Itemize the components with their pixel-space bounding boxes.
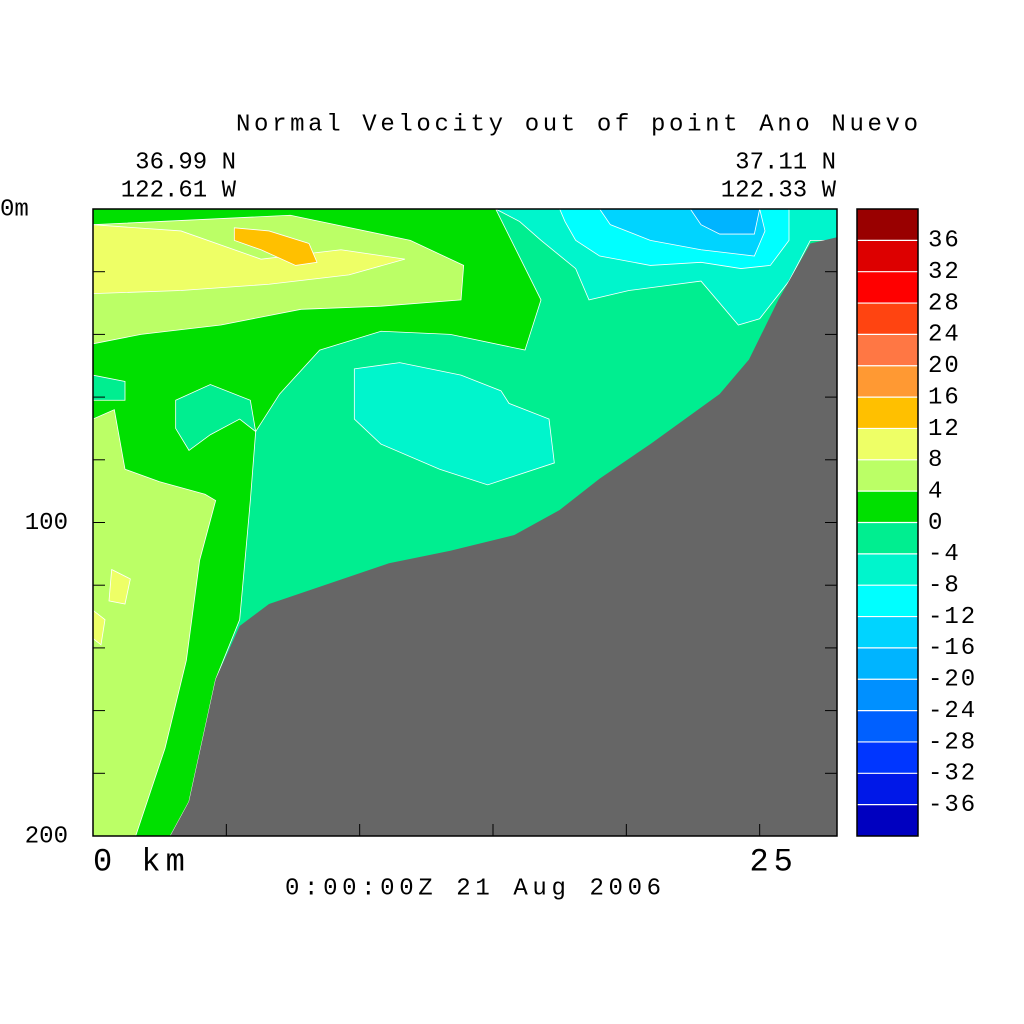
colorbar-bin (857, 804, 918, 836)
colorbar-tick-label: -28 (928, 729, 977, 756)
colorbar-tick-label: 24 (928, 322, 961, 349)
colorbar-bin (857, 334, 918, 366)
colorbar-tick-label: 4 (928, 478, 944, 505)
y-tick-label: 200 (25, 823, 68, 850)
colorbar-tick-label: 36 (928, 228, 961, 255)
colorbar-tick-label: -8 (928, 573, 961, 600)
colorbar-tick-label: -16 (928, 635, 977, 662)
contour-region (233, 227, 318, 266)
colorbar-tick-label: 8 (928, 447, 944, 474)
colorbar-bin (857, 647, 918, 680)
colorbar-tick-label: 0 (928, 510, 944, 537)
x-tick-label: 0 km (93, 843, 190, 880)
colorbar-bin (857, 679, 918, 711)
colorbar-bin (857, 209, 918, 241)
start-lat: 36.99 N (135, 149, 236, 176)
contour-region (93, 209, 542, 836)
colorbar-tick-label: 16 (928, 384, 961, 411)
colorbar-frame (856, 208, 919, 837)
y-tick-label: 100 (25, 510, 68, 537)
colorbar-bin (857, 741, 918, 774)
contour-region (108, 568, 131, 605)
colorbar-tick-label: -32 (928, 761, 977, 788)
contour-region (93, 609, 106, 646)
end-lat: 37.11 N (735, 149, 836, 176)
colorbar-tick-label: -20 (928, 667, 977, 694)
colorbar-tick-label: 32 (928, 259, 961, 286)
colorbar-bin (857, 553, 918, 586)
start-lon: 122.61 W (121, 177, 237, 204)
end-lon: 122.33 W (721, 177, 837, 204)
colorbar-tick-label: -4 (928, 541, 961, 568)
colorbar-tick-label: 12 (928, 416, 961, 443)
chart-title: Normal Velocity out of point Ano Nuevo (236, 111, 918, 138)
colorbar-tick-label: -36 (928, 792, 977, 819)
colorbar-tick-label: -24 (928, 698, 977, 725)
colorbar-bin (857, 773, 918, 805)
colorbar-bin (857, 491, 918, 523)
contour-region (93, 409, 217, 836)
colorbar-bin (857, 585, 918, 617)
contour-region (93, 224, 406, 295)
colorbar-tick-label: 28 (928, 290, 961, 317)
x-tick-label: 25 (749, 843, 797, 880)
contour-region (93, 374, 126, 401)
contour-region (689, 209, 761, 235)
contour-region (353, 362, 555, 486)
colorbar-bin (857, 303, 918, 335)
terrain (170, 237, 837, 836)
colorbar-tick-label: 20 (928, 353, 961, 380)
colorbar-bin (857, 397, 918, 429)
colorbar-bin (857, 240, 918, 272)
colorbar-bin (857, 271, 918, 304)
colorbar-bin (857, 459, 918, 492)
contour-region (175, 384, 257, 451)
colorbar-bin (857, 616, 918, 648)
colorbar-bin (857, 428, 918, 460)
colorbar-bin (857, 522, 918, 554)
colorbar-bin (857, 365, 918, 398)
colorbar-tick-label: -12 (928, 604, 977, 631)
timestamp: 0:00:00Z 21 Aug 2006 (285, 875, 661, 902)
colorbar-bin (857, 710, 918, 742)
y-tick-label: 0m (0, 196, 29, 223)
